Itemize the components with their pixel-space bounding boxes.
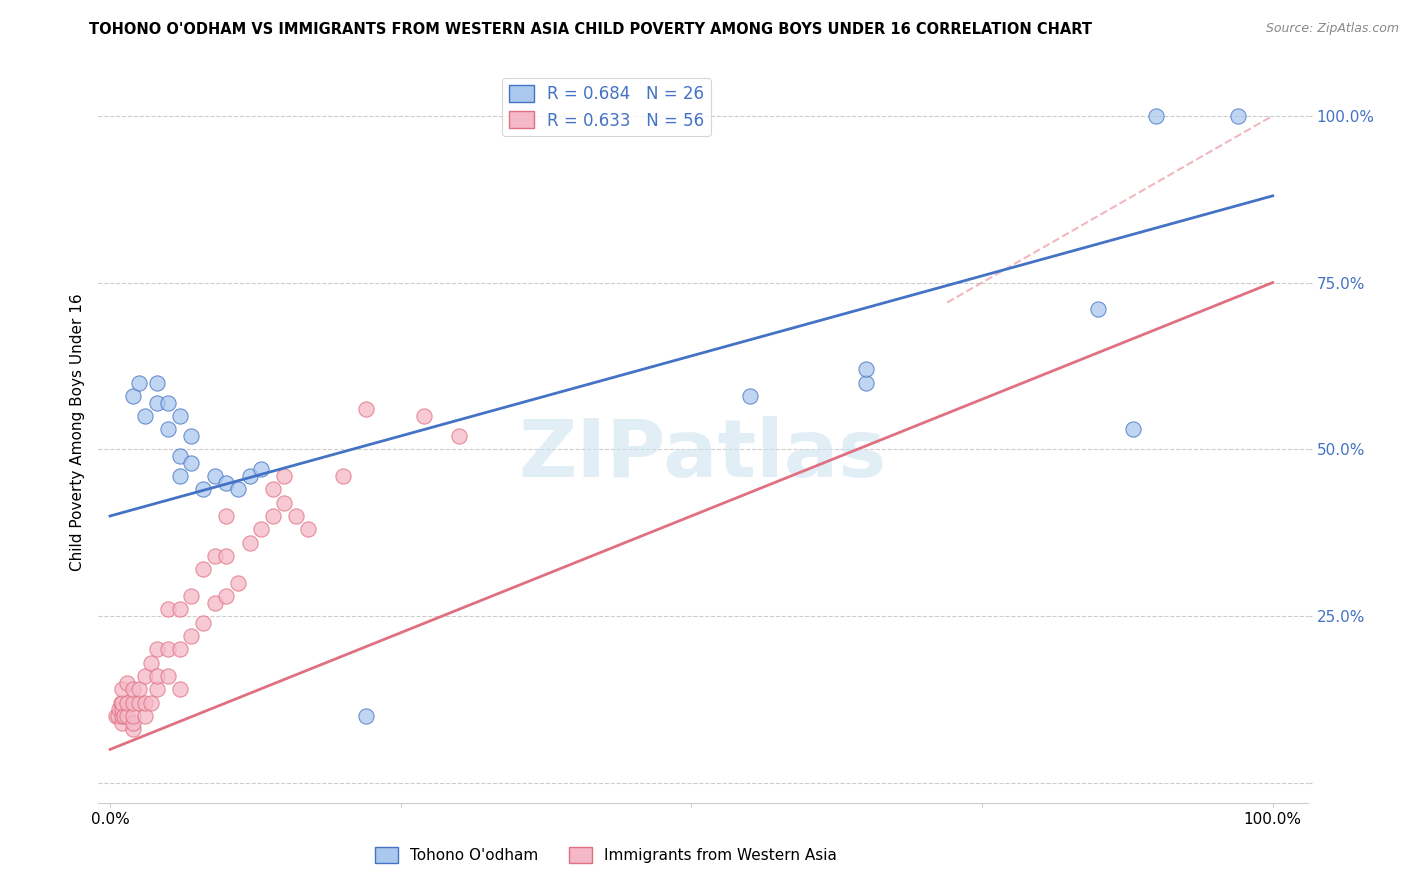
Legend: Tohono O'odham, Immigrants from Western Asia: Tohono O'odham, Immigrants from Western … [370,841,844,869]
Point [112,709,135,723]
Point [262,483,284,497]
Point [204,596,226,610]
Point [117,675,139,690]
Point [273,496,295,510]
Text: TOHONO O'ODHAM VS IMMIGRANTS FROM WESTERN ASIA CHILD POVERTY AMONG BOYS UNDER 16: TOHONO O'ODHAM VS IMMIGRANTS FROM WESTER… [89,22,1092,37]
Point [157,395,180,409]
Point [413,409,436,423]
Y-axis label: Child Poverty Among Boys Under 16: Child Poverty Among Boys Under 16 [69,293,84,572]
Point [250,522,273,536]
Point [145,682,167,697]
Point [204,469,226,483]
Point [169,409,191,423]
Point [215,549,238,563]
Point [134,696,156,710]
Point [122,682,145,697]
Point [215,589,238,603]
Point [180,629,202,643]
Point [134,409,156,423]
Point [285,508,308,523]
Point [855,362,877,376]
Point [332,469,354,483]
Point [111,696,134,710]
Point [169,449,191,463]
Point [226,483,249,497]
Point [157,602,180,616]
Point [111,715,134,730]
Point [1144,109,1167,123]
Point [250,462,273,476]
Point [239,469,262,483]
Point [128,376,150,390]
Point [122,389,145,403]
Point [122,709,145,723]
Point [169,602,191,616]
Point [107,709,129,723]
Point [157,642,180,657]
Point [169,642,191,657]
Point [855,376,877,390]
Point [145,642,167,657]
Point [122,723,145,737]
Point [169,469,191,483]
Text: ZIPatlas: ZIPatlas [519,416,887,494]
Point [117,696,139,710]
Point [157,422,180,436]
Point [1226,109,1249,123]
Point [122,696,145,710]
Point [134,709,156,723]
Point [204,549,226,563]
Point [226,575,249,590]
Point [447,429,470,443]
Point [169,682,191,697]
Point [1122,422,1144,436]
Point [128,682,150,697]
Point [180,429,202,443]
Point [191,562,214,576]
Point [354,709,377,723]
Point [262,508,284,523]
Point [145,669,167,683]
Point [191,615,214,630]
Point [1087,302,1109,317]
Point [108,702,131,716]
Point [180,456,202,470]
Point [145,376,167,390]
Point [215,475,238,490]
Point [297,522,319,536]
Point [117,709,139,723]
Point [139,656,162,670]
Point [145,395,167,409]
Point [354,402,377,417]
Point [157,669,180,683]
Point [738,389,761,403]
Point [111,709,134,723]
Point [180,589,202,603]
Point [111,702,134,716]
Point [134,669,156,683]
Point [191,483,214,497]
Point [110,696,132,710]
Point [128,696,150,710]
Point [122,715,145,730]
Point [239,535,262,549]
Point [139,696,162,710]
Point [104,709,127,723]
Point [215,508,238,523]
Text: Source: ZipAtlas.com: Source: ZipAtlas.com [1265,22,1399,36]
Point [273,469,295,483]
Point [111,682,134,697]
